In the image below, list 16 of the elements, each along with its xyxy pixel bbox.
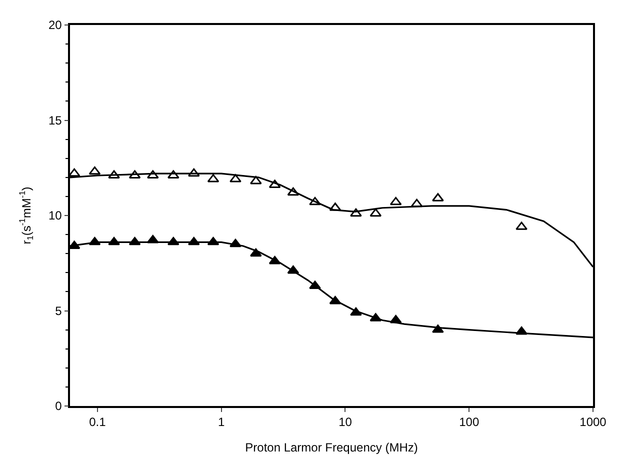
y-tick-label: 20 [48,18,62,32]
point [230,174,242,182]
y-tick-label: 0 [55,399,62,414]
y-tick-label: 15 [48,113,62,128]
point [370,208,382,217]
x-tick-label: 10 [338,415,352,430]
y-tick-label: 10 [48,208,62,223]
x-axis-title: Proton Larmor Frequency (MHz) [245,440,418,455]
x-tick-label: 100 [459,415,480,430]
point [250,176,262,184]
x-tick-label: 1 [218,415,226,430]
x-tick-label: 0.1 [89,415,106,430]
point [390,196,402,206]
y-tick-label: 5 [55,304,62,318]
x-tick-label: 1000 [580,415,607,430]
point [88,166,101,175]
